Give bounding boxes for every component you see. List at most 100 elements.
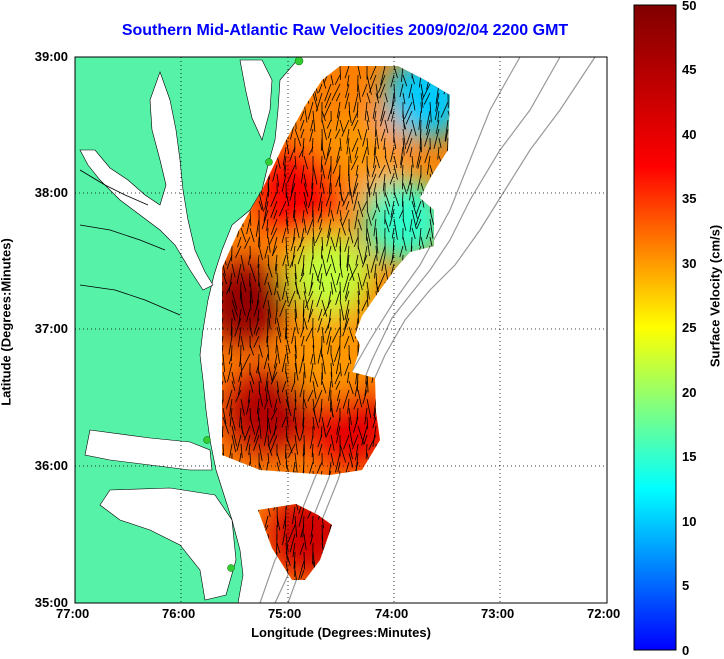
velocity-arrow — [249, 227, 255, 243]
velocity-arrow — [226, 254, 233, 270]
velocity-arrow — [230, 344, 233, 362]
velocity-arrow — [312, 200, 314, 218]
velocity-arrow — [389, 173, 395, 185]
velocity-arrow — [330, 74, 334, 86]
velocity-arrow — [304, 290, 314, 309]
velocity-arrow — [350, 155, 359, 171]
velocity-arrow — [294, 398, 297, 411]
velocity-arrow — [366, 173, 371, 196]
velocity-arrow — [249, 299, 252, 311]
velocity-arrow — [240, 335, 245, 351]
velocity-arrow — [334, 371, 341, 385]
velocity-arrow — [265, 371, 269, 392]
velocity-arrow — [309, 362, 314, 383]
velocity-arrow — [402, 110, 405, 130]
velocity-arrow — [302, 407, 305, 427]
velocity-arrow — [373, 398, 377, 417]
velocity-arrow — [366, 398, 372, 419]
velocity-arrow — [390, 200, 395, 218]
velocity-arrow — [354, 146, 359, 159]
velocity-arrow — [294, 434, 298, 455]
velocity-arrow — [319, 173, 323, 189]
velocity-arrow — [321, 353, 326, 375]
velocity-arrow — [318, 443, 323, 456]
velocity-arrow — [258, 236, 260, 248]
velocity-arrow — [312, 227, 315, 247]
velocity-arrow — [309, 128, 314, 142]
velocity-arrow — [435, 92, 440, 112]
velocity-arrow — [310, 272, 314, 290]
station-marker — [203, 436, 211, 444]
velocity-arrow — [366, 416, 369, 430]
velocity-arrow — [344, 236, 350, 252]
velocity-arrow — [285, 344, 289, 365]
velocity-arrow — [321, 281, 325, 292]
velocity-arrow — [348, 146, 352, 164]
velocity-arrow — [407, 173, 413, 192]
velocity-arrow — [357, 389, 363, 408]
velocity-arrow — [319, 218, 323, 230]
velocity-arrow — [258, 344, 263, 358]
velocity-arrow — [299, 353, 305, 374]
velocity-arrow — [258, 281, 261, 292]
x-tick-label: 77:00 — [56, 606, 90, 621]
velocity-arrow — [263, 200, 269, 222]
velocity-arrow — [267, 308, 271, 329]
velocity-arrow — [366, 119, 370, 130]
velocity-arrow — [267, 452, 270, 464]
velocity-arrow — [253, 299, 260, 317]
velocity-arrow — [240, 272, 247, 293]
velocity-arrow — [240, 443, 243, 459]
velocity-arrow — [312, 515, 314, 527]
velocity-arrow — [390, 110, 395, 122]
velocity-arrow — [349, 263, 359, 281]
velocity-arrow — [336, 425, 341, 444]
velocity-arrow — [320, 137, 323, 151]
velocity-arrow — [374, 110, 377, 121]
velocity-arrow — [227, 362, 233, 382]
velocity-arrow — [321, 515, 324, 529]
x-tick-label: 74:00 — [375, 606, 409, 621]
velocity-arrow — [402, 128, 406, 150]
velocity-arrow — [364, 380, 368, 397]
velocity-arrow — [365, 443, 368, 460]
velocity-arrow — [303, 317, 308, 330]
velocity-arrow — [330, 209, 335, 222]
velocity-arrow — [308, 191, 314, 209]
velocity-arrow — [352, 119, 359, 131]
velocity-arrow — [323, 299, 332, 316]
velocity-arrow — [239, 281, 242, 300]
velocity-arrow — [249, 326, 253, 337]
velocity-arrow — [246, 218, 251, 235]
velocity-arrow — [276, 290, 281, 302]
velocity-arrow — [321, 362, 323, 380]
velocity-arrow — [339, 317, 342, 337]
velocity-arrow — [447, 110, 450, 127]
velocity-arrow — [312, 92, 319, 111]
velocity-arrow — [355, 443, 359, 461]
velocity-arrow — [222, 281, 224, 294]
velocity-arrow — [310, 353, 314, 365]
velocity-arrow — [253, 317, 260, 335]
velocity-arrow — [276, 380, 279, 393]
velocity-arrow — [249, 452, 251, 465]
velocity-arrow — [336, 101, 341, 119]
velocity-arrow — [240, 362, 243, 378]
velocity-arrow — [357, 218, 362, 231]
velocity-arrow — [364, 101, 368, 121]
velocity-arrow — [282, 515, 287, 529]
velocity-arrow — [311, 173, 314, 189]
velocity-arrow — [222, 380, 224, 392]
velocity-arrow — [379, 83, 386, 99]
velocity-arrow — [258, 245, 263, 261]
velocity-arrow — [375, 191, 378, 209]
velocity-arrow — [309, 254, 314, 275]
velocity-arrow — [346, 245, 350, 268]
velocity-arrow — [330, 272, 337, 293]
velocity-arrow — [335, 227, 341, 248]
velocity-arrow — [303, 155, 308, 170]
velocity-arrow — [308, 281, 314, 296]
velocity-arrow — [339, 263, 343, 278]
y-tick-label: 35:00 — [34, 595, 68, 610]
velocity-arrow — [357, 308, 359, 324]
